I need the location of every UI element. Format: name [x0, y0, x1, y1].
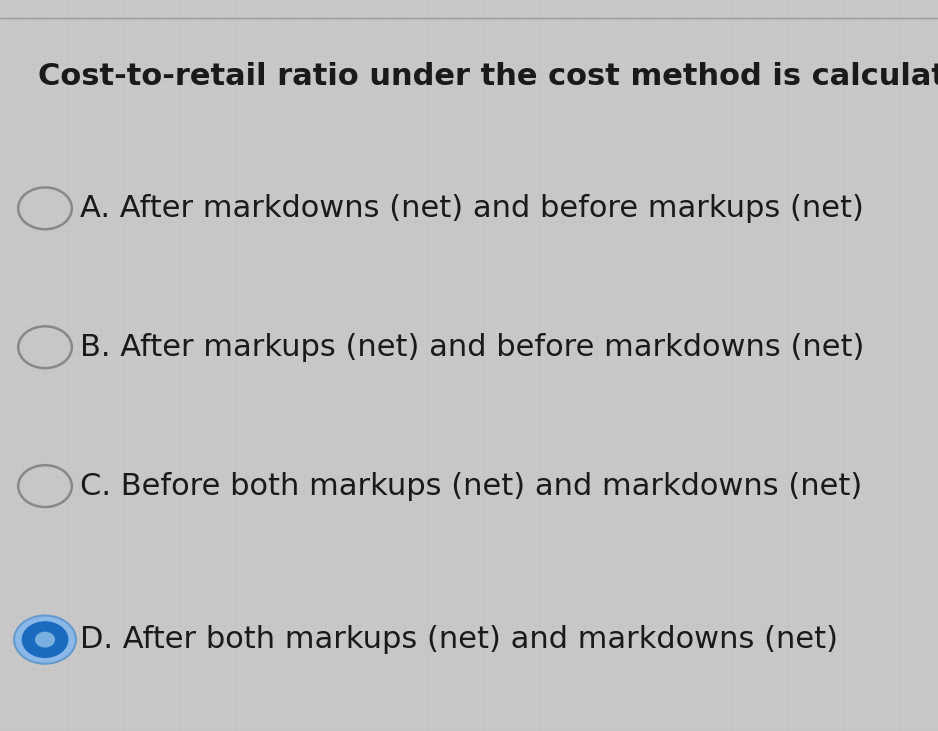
Text: Cost-to-retail ratio under the cost method is calculated:: Cost-to-retail ratio under the cost meth…	[38, 62, 938, 91]
Circle shape	[23, 622, 68, 657]
Circle shape	[14, 616, 76, 664]
Circle shape	[36, 632, 54, 647]
Text: B. After markups (net) and before markdowns (net): B. After markups (net) and before markdo…	[80, 333, 864, 362]
Text: C. Before both markups (net) and markdowns (net): C. Before both markups (net) and markdow…	[80, 471, 862, 501]
Text: D. After both markups (net) and markdowns (net): D. After both markups (net) and markdown…	[80, 625, 838, 654]
Text: A. After markdowns (net) and before markups (net): A. After markdowns (net) and before mark…	[80, 194, 864, 223]
